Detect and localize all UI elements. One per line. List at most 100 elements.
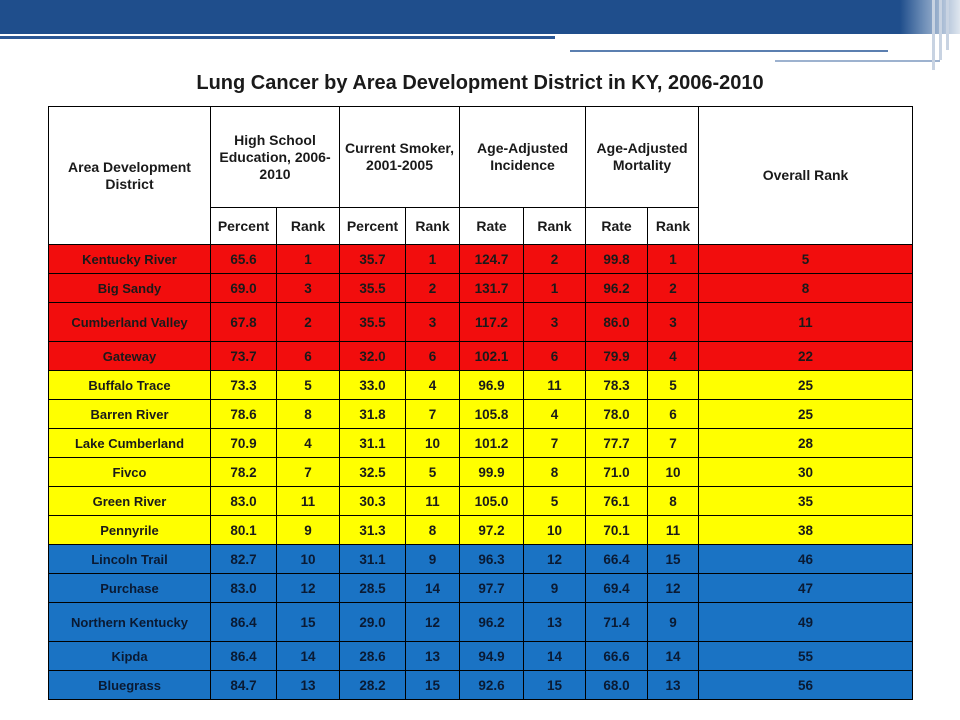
table-row: Lake Cumberland 70.9 4 31.1 10 101.2 7 77.7 7 28: [48, 428, 914, 458]
hs-percent-cell: 86.4: [210, 602, 277, 642]
incidence-rank-cell: 12: [523, 544, 587, 574]
smoker-percent-cell: 28.5: [339, 573, 407, 603]
mortality-rate-cell: 86.0: [585, 302, 649, 342]
overall-rank-cell: 22: [698, 341, 914, 371]
smoker-percent-cell: 35.5: [339, 302, 407, 342]
table-row: Gateway 73.7 6 32.0 6 102.1 6 79.9 4 22: [48, 341, 914, 371]
table-row: Kipda 86.4 14 28.6 13 94.9 14 66.6 14 55: [48, 641, 914, 671]
hs-percent-cell: 69.0: [210, 273, 277, 303]
mortality-rate-cell: 69.4: [585, 573, 649, 603]
overall-rank-cell: 38: [698, 515, 914, 545]
smoker-rank-cell: 13: [405, 641, 461, 671]
mortality-rank-cell: 12: [647, 573, 700, 603]
subheader-rate: Rate: [459, 207, 525, 245]
district-cell: Purchase: [48, 573, 211, 603]
incidence-rate-cell: 102.1: [459, 341, 525, 371]
smoker-percent-cell: 35.5: [339, 273, 407, 303]
subheader-rank: Rank: [275, 207, 341, 245]
overall-rank-cell: 47: [698, 573, 914, 603]
table-row: Buffalo Trace 73.3 5 33.0 4 96.9 11 78.3 5 25: [48, 370, 914, 400]
decorative-stripe: [775, 60, 940, 62]
mortality-rate-cell: 76.1: [585, 486, 649, 516]
subheader-rate: Rate: [585, 207, 649, 245]
hs-rank-cell: 4: [275, 428, 341, 458]
hs-rank-cell: 13: [275, 670, 341, 700]
header-bar-fade: [900, 0, 960, 34]
mortality-rank-cell: 13: [647, 670, 700, 700]
smoker-rank-cell: 14: [405, 573, 461, 603]
mortality-rate-cell: 99.8: [585, 244, 649, 274]
district-cell: Bluegrass: [48, 670, 211, 700]
hs-rank-cell: 15: [275, 602, 341, 642]
smoker-percent-cell: 32.0: [339, 341, 407, 371]
overall-rank-cell: 49: [698, 602, 914, 642]
incidence-rate-cell: 96.2: [459, 602, 525, 642]
hs-percent-cell: 80.1: [210, 515, 277, 545]
hs-percent-cell: 83.0: [210, 486, 277, 516]
mortality-rank-cell: 14: [647, 641, 700, 671]
decorative-line: [939, 0, 942, 60]
hs-rank-cell: 10: [275, 544, 341, 574]
district-cell: Lincoln Trail: [48, 544, 211, 574]
mortality-rank-cell: 6: [647, 399, 700, 429]
hs-rank-cell: 2: [275, 302, 341, 342]
lung-cancer-table: Area Development District High School Ed…: [48, 106, 914, 700]
smoker-rank-cell: 7: [405, 399, 461, 429]
table-body: Kentucky River 65.6 1 35.7 1 124.7 2 99.8 1 5 Big …: [48, 244, 914, 700]
hs-percent-cell: 84.7: [210, 670, 277, 700]
overall-rank-cell: 46: [698, 544, 914, 574]
incidence-rank-cell: 10: [523, 515, 587, 545]
table-row: Kentucky River 65.6 1 35.7 1 124.7 2 99.8 1 5: [48, 244, 914, 274]
overall-rank-cell: 25: [698, 370, 914, 400]
table-row: Cumberland Valley 67.8 2 35.5 3 117.2 3 86.0 3 11: [48, 302, 914, 342]
incidence-rate-cell: 99.9: [459, 457, 525, 487]
hs-percent-cell: 83.0: [210, 573, 277, 603]
hs-rank-cell: 8: [275, 399, 341, 429]
mortality-rank-cell: 15: [647, 544, 700, 574]
decorative-vertical-lines: [932, 0, 954, 70]
incidence-rank-cell: 6: [523, 341, 587, 371]
smoker-percent-cell: 31.8: [339, 399, 407, 429]
hs-rank-cell: 9: [275, 515, 341, 545]
mortality-rate-cell: 78.0: [585, 399, 649, 429]
smoker-rank-cell: 4: [405, 370, 461, 400]
hs-percent-cell: 67.8: [210, 302, 277, 342]
incidence-rank-cell: 2: [523, 244, 587, 274]
incidence-rank-cell: 15: [523, 670, 587, 700]
header-overall-rank: Overall Rank: [698, 106, 914, 245]
mortality-rank-cell: 11: [647, 515, 700, 545]
subheader-rank: Rank: [647, 207, 700, 245]
mortality-rate-cell: 79.9: [585, 341, 649, 371]
decorative-stripe: [570, 50, 888, 52]
mortality-rate-cell: 96.2: [585, 273, 649, 303]
slide-title: Lung Cancer by Area Development District…: [196, 72, 764, 94]
overall-rank-cell: 25: [698, 399, 914, 429]
smoker-rank-cell: 6: [405, 341, 461, 371]
mortality-rate-cell: 68.0: [585, 670, 649, 700]
mortality-rank-cell: 4: [647, 341, 700, 371]
header-district: Area Development District: [48, 106, 211, 245]
district-cell: Barren River: [48, 399, 211, 429]
mortality-rate-cell: 66.4: [585, 544, 649, 574]
district-cell: Cumberland Valley: [48, 302, 211, 342]
incidence-rank-cell: 3: [523, 302, 587, 342]
smoker-rank-cell: 3: [405, 302, 461, 342]
incidence-rank-cell: 9: [523, 573, 587, 603]
header-bar: [0, 0, 960, 34]
table-row: Purchase 83.0 12 28.5 14 97.7 9 69.4 12 47: [48, 573, 914, 603]
header-mortality: Age-Adjusted Mortality: [585, 106, 700, 208]
mortality-rank-cell: 7: [647, 428, 700, 458]
district-cell: Green River: [48, 486, 211, 516]
mortality-rank-cell: 1: [647, 244, 700, 274]
incidence-rate-cell: 97.2: [459, 515, 525, 545]
smoker-rank-cell: 1: [405, 244, 461, 274]
district-cell: Lake Cumberland: [48, 428, 211, 458]
smoker-percent-cell: 31.3: [339, 515, 407, 545]
decorative-line: [932, 0, 935, 70]
overall-rank-cell: 28: [698, 428, 914, 458]
mortality-rate-cell: 70.1: [585, 515, 649, 545]
smoker-rank-cell: 8: [405, 515, 461, 545]
hs-percent-cell: 82.7: [210, 544, 277, 574]
incidence-rate-cell: 117.2: [459, 302, 525, 342]
smoker-rank-cell: 12: [405, 602, 461, 642]
